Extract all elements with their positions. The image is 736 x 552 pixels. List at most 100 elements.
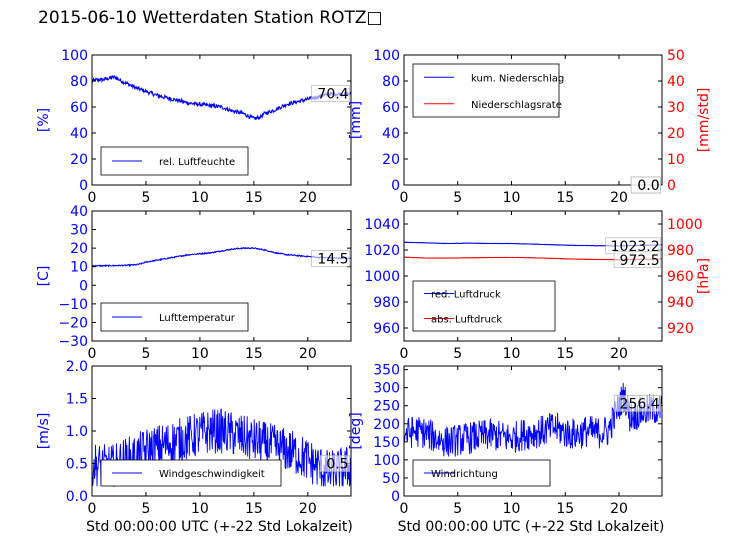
current-value-label: 1023.2 — [611, 239, 660, 255]
y-tick-label: −30 — [58, 334, 88, 350]
y-tick-label: 40 — [70, 204, 88, 220]
x-tick-label: 15 — [245, 346, 263, 362]
current-value-label-secondary-box — [613, 251, 661, 269]
legend-label: Windgeschwindigkeit — [159, 469, 265, 480]
title-missing-glyph: □ — [366, 8, 383, 28]
plot-frame-winddirection — [403, 365, 663, 497]
x-tick-label: 10 — [503, 190, 521, 206]
y2-tick-label: 10 — [667, 152, 685, 168]
x-tick-label: 20 — [299, 346, 317, 362]
current-value-label: 14.5 — [317, 251, 348, 267]
chart-precipitation: 0 5 10 15 20 0 20 40 60 80 100 0 10 20 30 40 50 [mm] [mm/s… — [348, 48, 712, 206]
series-line-humidity-0 — [92, 74, 351, 121]
y-tick-label: 200 — [373, 417, 400, 433]
y-axis-label: [m/s] — [36, 413, 52, 450]
legend-box — [412, 280, 556, 332]
y2-tick-label: 940 — [667, 295, 694, 311]
legend-label: red. Luftdruck — [431, 290, 501, 301]
x-tick-label: 15 — [245, 190, 263, 206]
x-axis-label: Std 00:00:00 UTC (+-22 Std Lokalzeit) — [86, 519, 353, 535]
y-tick-label: 300 — [373, 381, 400, 397]
y-tick-label: 1.0 — [66, 424, 88, 440]
x-axis-label: Std 00:00:00 UTC (+-22 Std Lokalzeit) — [398, 519, 665, 535]
y2-tick-label: 0 — [667, 178, 676, 194]
legend-label: Niederschlagsrate — [471, 100, 562, 111]
x-tick-label: 20 — [299, 501, 317, 517]
y-tick-label: 1040 — [364, 217, 400, 233]
x-tick-label: 5 — [453, 190, 462, 206]
y-tick-label: 40 — [70, 126, 88, 142]
x-tick-label: 0 — [88, 346, 97, 362]
figure-title: 2015-06-10 Wetterdaten Station ROTZ□ — [38, 8, 383, 28]
y-tick-label: 980 — [373, 295, 400, 311]
y2-tick-label: 50 — [667, 48, 685, 64]
chart-pressure: 0 5 10 15 20 960 980 1000 1020 1040 920 940 960 980 10… — [364, 210, 712, 362]
x-tick-label: 20 — [610, 190, 628, 206]
y-tick-label: 100 — [373, 48, 400, 64]
x-tick-label: 5 — [141, 501, 150, 517]
legend-label: kum. Niederschlag — [471, 73, 564, 84]
current-value-label: 70.4 — [317, 86, 348, 102]
legend-box — [412, 63, 560, 118]
x-tick-label: 5 — [141, 190, 150, 206]
current-value-label: 0.5 — [326, 457, 348, 473]
y-tick-label: 100 — [61, 48, 88, 64]
y-axis-label: [deg] — [348, 412, 364, 449]
x-tick-label: 0 — [88, 501, 97, 517]
y-tick-label: 350 — [373, 363, 400, 379]
x-tick-label: 5 — [141, 346, 150, 362]
y-tick-label: 1.5 — [66, 392, 88, 408]
current-value-label-secondary: 972.5 — [620, 253, 660, 269]
y2-axis-label: [hPa] — [696, 258, 712, 294]
y-tick-label: 20 — [70, 152, 88, 168]
legend-label: abs. Luftdruck — [431, 315, 502, 326]
x-tick-label: 0 — [400, 346, 409, 362]
current-value-label-box — [311, 85, 350, 102]
figure-title-text: 2015-06-10 Wetterdaten Station ROTZ — [38, 8, 367, 28]
y-tick-label: 80 — [70, 74, 88, 90]
y-tick-label: 0 — [79, 178, 88, 194]
current-value-label: 256.4 — [620, 396, 660, 412]
y-tick-label: 150 — [373, 435, 400, 451]
series-line-temperature-0 — [92, 246, 351, 268]
y2-tick-label: 40 — [667, 74, 685, 90]
x-tick-label: 5 — [453, 346, 462, 362]
y2-axis-label: [mm/std] — [696, 88, 712, 153]
y-tick-label: 960 — [373, 321, 400, 337]
plot-frame-precipitation — [403, 54, 663, 186]
y-tick-label: 10 — [70, 260, 88, 276]
y-tick-label: 30 — [70, 223, 88, 239]
y-tick-label: 20 — [70, 241, 88, 257]
y-tick-label: 40 — [382, 126, 400, 142]
y-tick-label: 0 — [391, 489, 400, 505]
y-tick-label: 250 — [373, 399, 400, 415]
x-tick-label: 5 — [453, 501, 462, 517]
plot-frame-humidity — [91, 54, 352, 186]
chart-humidity: 0 5 10 15 20 0 20 40 60 80 100 [%] rel. Luftfeuchte 7… — [36, 48, 352, 206]
y2-tick-label: 1000 — [667, 217, 703, 233]
y2-tick-label: 30 — [667, 100, 685, 116]
x-tick-label: 15 — [556, 501, 574, 517]
y-tick-label: 1000 — [364, 269, 400, 285]
x-tick-label: 20 — [610, 346, 628, 362]
x-tick-label: 10 — [191, 346, 209, 362]
current-value-label-secondary: 0.0 — [637, 178, 659, 194]
y-axis-label: [mm] — [348, 101, 364, 139]
y-tick-label: 60 — [382, 100, 400, 116]
y2-tick-label: 980 — [667, 243, 694, 259]
y-tick-label: −20 — [58, 315, 88, 331]
current-value-label-box — [319, 455, 350, 472]
y2-tick-label: 920 — [667, 321, 694, 337]
y-tick-label: 80 — [382, 74, 400, 90]
chart-temperature: 0 5 10 15 20 −30 −20 −10 0 10 20 30 40 [C] Lufttempera… — [36, 204, 352, 362]
y2-tick-label: 20 — [667, 126, 685, 142]
x-tick-label: 20 — [299, 190, 317, 206]
x-tick-label: 10 — [191, 190, 209, 206]
y-tick-label: 60 — [70, 100, 88, 116]
x-tick-label: 10 — [503, 501, 521, 517]
y2-tick-label: 960 — [667, 269, 694, 285]
y-tick-label: 2.0 — [66, 359, 88, 375]
x-tick-label: 15 — [556, 190, 574, 206]
chart-windspeed: 0 5 10 15 20 0.0 0.5 1.0 1.5 2.0 [m/s] Std 00:00:00… — [36, 359, 353, 535]
